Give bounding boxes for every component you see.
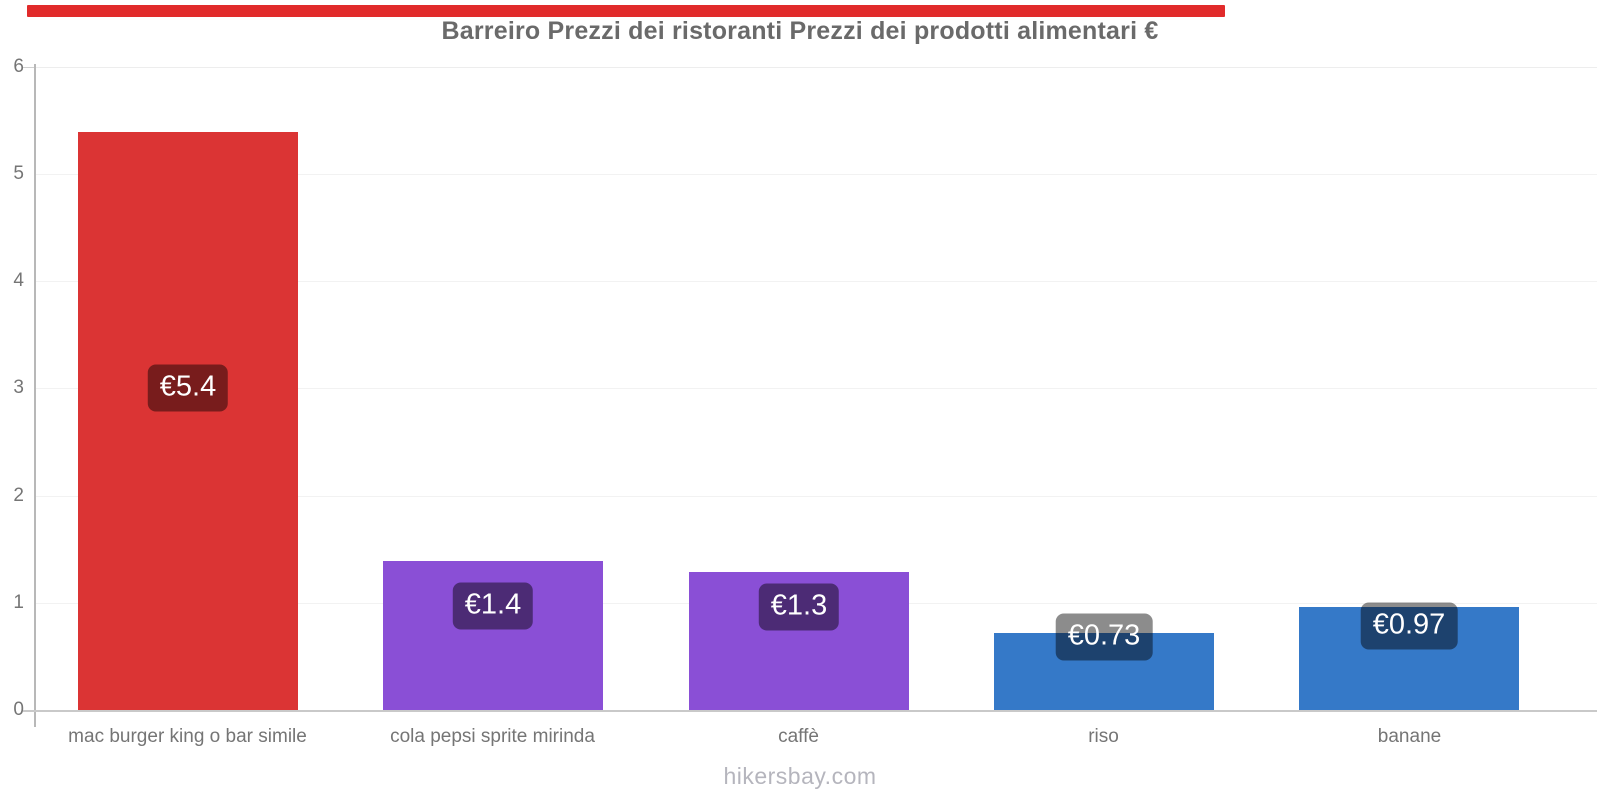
x-axis-category-label: mac burger king o bar simile — [68, 726, 307, 747]
gridline-5 — [35, 174, 1597, 175]
y-axis-tick-label: 1 — [13, 592, 24, 613]
bar-2 — [383, 561, 603, 710]
watermark-text: hikersbay.com — [723, 763, 877, 789]
bar-value-label: €0.97 — [1360, 602, 1458, 650]
bar-value-label: €0.73 — [1055, 613, 1153, 661]
y-axis-tick-label: 3 — [13, 377, 24, 398]
bar-3 — [689, 572, 909, 710]
bar-4 — [994, 633, 1214, 710]
y-axis-tick-label: 2 — [13, 485, 24, 506]
bar-value-label: €5.4 — [147, 364, 229, 412]
x-axis-line — [23, 710, 1597, 712]
y-axis-tick-label: 0 — [13, 699, 24, 720]
bar-value-label: €1.4 — [452, 582, 534, 630]
y-axis-tick-mark — [23, 67, 35, 68]
gridline-6 — [35, 67, 1597, 68]
y-axis-tick-label: 4 — [13, 270, 24, 291]
x-axis-category-label: caffè — [778, 726, 819, 747]
top-progress-bar — [27, 5, 1225, 17]
x-axis-category-label: riso — [1088, 726, 1119, 747]
chart-title: Barreiro Prezzi dei ristoranti Prezzi de… — [441, 17, 1159, 45]
y-axis-tick-label: 5 — [13, 163, 24, 184]
y-axis-line — [34, 64, 36, 727]
bar-value-label: €1.3 — [758, 583, 840, 631]
x-axis-category-label: cola pepsi sprite mirinda — [390, 726, 595, 747]
x-axis-category-label: banane — [1377, 726, 1442, 747]
gridline-4 — [35, 281, 1597, 282]
bar-1 — [78, 132, 298, 710]
bar-5 — [1299, 607, 1519, 710]
y-axis-tick-label: 6 — [13, 56, 24, 77]
gridline-2 — [35, 496, 1597, 497]
gridline-3 — [35, 388, 1597, 389]
